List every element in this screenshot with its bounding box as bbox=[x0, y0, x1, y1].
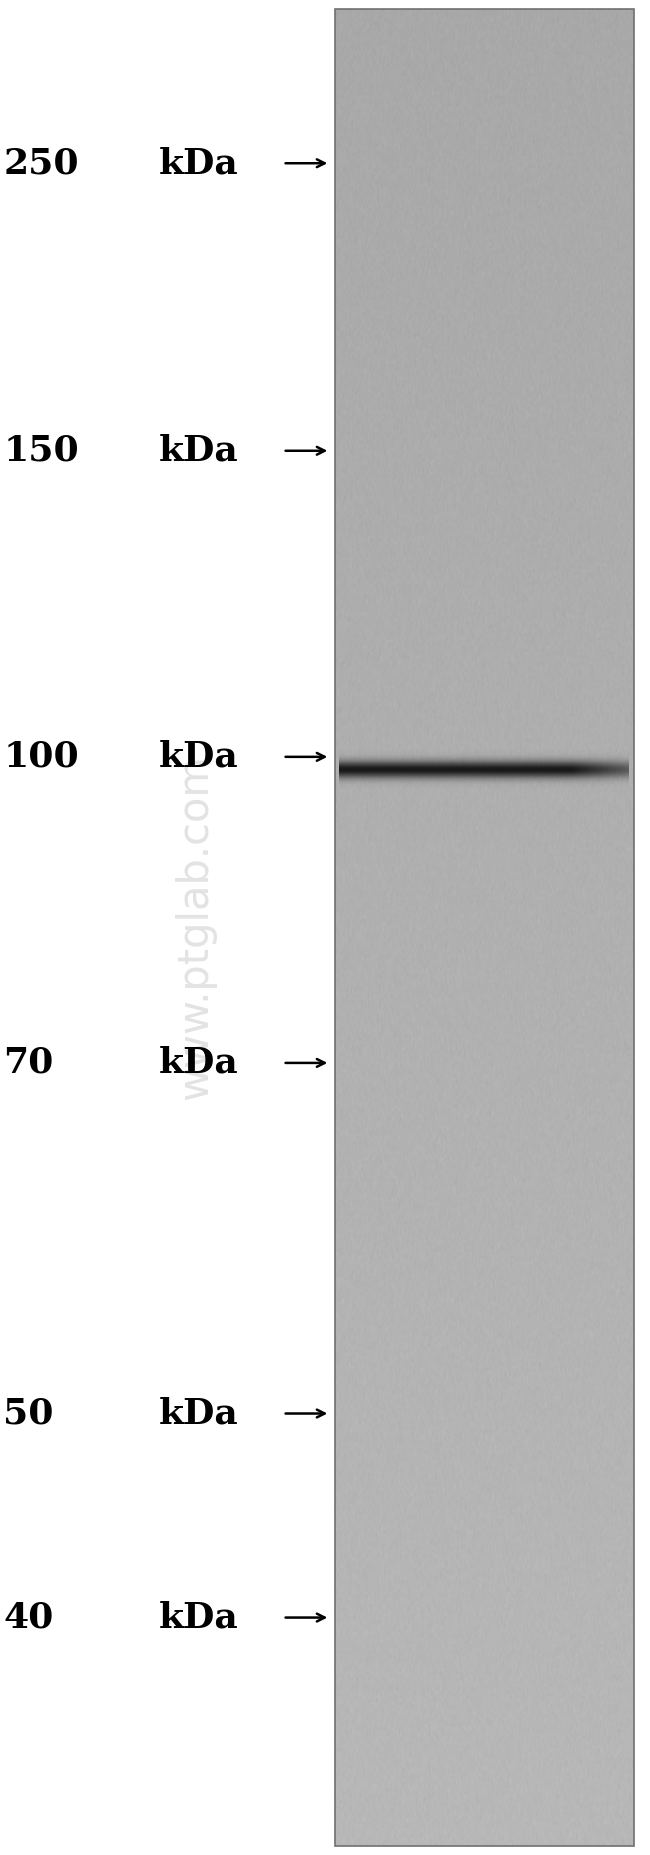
Text: 70: 70 bbox=[3, 1046, 53, 1080]
Text: kDa: kDa bbox=[159, 1601, 239, 1634]
Text: kDa: kDa bbox=[159, 147, 239, 180]
Text: kDa: kDa bbox=[159, 434, 239, 467]
Text: 50: 50 bbox=[3, 1397, 54, 1430]
Text: kDa: kDa bbox=[159, 1046, 239, 1080]
Text: kDa: kDa bbox=[159, 740, 239, 774]
Text: 100: 100 bbox=[3, 740, 79, 774]
Bar bbox=[335, 9, 634, 1846]
Text: 40: 40 bbox=[3, 1601, 53, 1634]
Text: 150: 150 bbox=[3, 434, 79, 467]
Text: kDa: kDa bbox=[159, 1397, 239, 1430]
Text: www.ptglab.com: www.ptglab.com bbox=[174, 755, 216, 1100]
Text: 250: 250 bbox=[3, 147, 79, 180]
